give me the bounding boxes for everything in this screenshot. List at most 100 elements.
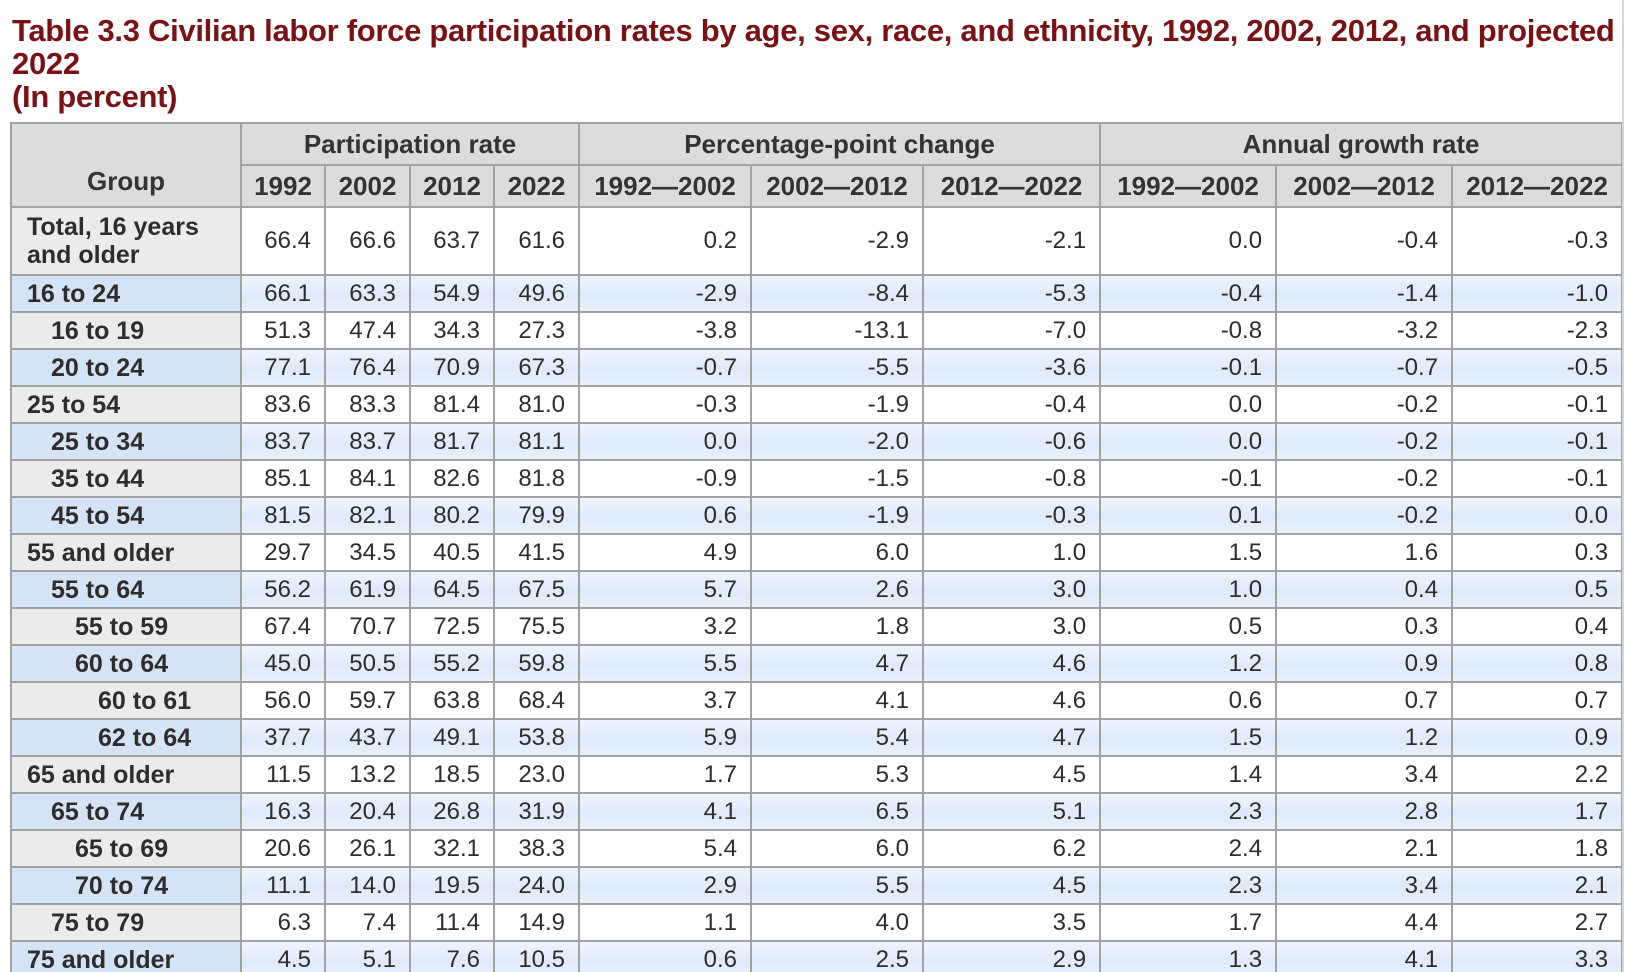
table-row: 16 to 24 66.1 63.3 54.9 49.6 -2.9 -8.4 -5.3 -0.4…: [10, 274, 1624, 313]
value-cell: 7.4: [324, 903, 411, 942]
group-cell: 16 to 24: [10, 274, 242, 313]
value-cell: 6.5: [750, 792, 925, 831]
value-cell: 3.7: [578, 681, 753, 720]
value-cell: 0.7: [1451, 681, 1624, 720]
value-cell: 81.8: [492, 459, 581, 498]
value-cell: 14.0: [324, 866, 411, 905]
value-cell: -2.1: [922, 206, 1102, 276]
value-cell: 82.6: [409, 459, 495, 498]
value-cell: 61.6: [492, 206, 581, 276]
value-cell: 66.4: [240, 206, 326, 276]
group-cell: 70 to 74: [10, 866, 242, 905]
value-cell: 1.0: [1099, 570, 1278, 609]
value-cell: 1.4: [1099, 755, 1278, 794]
value-cell: 1.8: [1451, 829, 1624, 868]
group-cell: 62 to 64: [10, 718, 242, 757]
table-row: 70 to 74 11.1 14.0 19.5 24.0 2.9 5.5 4.5 2.3 3.4 2…: [10, 866, 1624, 905]
group-cell: 25 to 54: [10, 385, 242, 424]
value-cell: 6.0: [750, 829, 925, 868]
value-cell: -1.9: [750, 496, 925, 535]
table-row: 45 to 54 81.5 82.1 80.2 79.9 0.6 -1.9 -0.3 0.1 -0…: [10, 496, 1624, 535]
value-cell: 61.9: [324, 570, 411, 609]
value-cell: 0.7: [1275, 681, 1454, 720]
table-row: 55 and older 29.7 34.5 40.5 41.5 4.9 6.0 1.0 1.5…: [10, 533, 1624, 572]
value-cell: 43.7: [324, 718, 411, 757]
value-cell: 0.4: [1451, 607, 1624, 646]
value-cell: 5.4: [750, 718, 925, 757]
value-cell: 5.5: [578, 644, 753, 683]
table-row: 25 to 34 83.7 83.7 81.7 81.1 0.0 -2.0 -0.6 0.0 -0…: [10, 422, 1624, 461]
group-cell: 60 to 64: [10, 644, 242, 683]
group-cell: 75 and older: [10, 940, 242, 972]
value-cell: 81.5: [240, 496, 326, 535]
value-cell: -0.1: [1451, 459, 1624, 498]
value-cell: 3.0: [922, 607, 1102, 646]
group-cell: 35 to 44: [10, 459, 242, 498]
value-cell: 5.1: [324, 940, 411, 972]
sub-header-cell: 2002: [324, 164, 411, 208]
value-cell: -0.3: [578, 385, 753, 424]
value-cell: 3.4: [1275, 866, 1454, 905]
value-cell: 0.6: [1099, 681, 1278, 720]
table-row: 55 to 59 67.4 70.7 72.5 75.5 3.2 1.8 3.0 0.5 0.3 0…: [10, 607, 1624, 646]
value-cell: 85.1: [240, 459, 326, 498]
group-cell: 20 to 24: [10, 348, 242, 387]
value-cell: 0.6: [578, 496, 753, 535]
value-cell: 4.6: [922, 681, 1102, 720]
group-cell: 16 to 19: [10, 311, 242, 350]
value-cell: 64.5: [409, 570, 495, 609]
value-cell: 34.5: [324, 533, 411, 572]
value-cell: 63.8: [409, 681, 495, 720]
sub-header-cell: 2002—2012: [1275, 164, 1454, 208]
value-cell: -0.2: [1275, 496, 1454, 535]
value-cell: 11.5: [240, 755, 326, 794]
value-cell: 1.5: [1099, 718, 1278, 757]
value-cell: 1.7: [1099, 903, 1278, 942]
value-cell: 41.5: [492, 533, 581, 572]
value-cell: 4.4: [1275, 903, 1454, 942]
value-cell: 0.8: [1451, 644, 1624, 683]
value-cell: -3.2: [1275, 311, 1454, 350]
group-cell: 75 to 79: [10, 903, 242, 942]
page-edge-divider: [1622, 0, 1624, 972]
group-cell: Total, 16 years and older: [10, 206, 242, 276]
value-cell: 81.4: [409, 385, 495, 424]
value-cell: 2.3: [1099, 866, 1278, 905]
value-cell: 4.9: [578, 533, 753, 572]
value-cell: -0.2: [1275, 385, 1454, 424]
value-cell: -1.4: [1275, 274, 1454, 313]
value-cell: -0.8: [922, 459, 1102, 498]
labor-force-table: Group Participation rate Percentage-poin…: [10, 122, 1624, 972]
value-cell: 5.7: [578, 570, 753, 609]
value-cell: 4.7: [922, 718, 1102, 757]
value-cell: -0.9: [578, 459, 753, 498]
value-cell: -0.2: [1275, 459, 1454, 498]
value-cell: -8.4: [750, 274, 925, 313]
value-cell: 3.4: [1275, 755, 1454, 794]
value-cell: 26.1: [324, 829, 411, 868]
value-cell: 59.8: [492, 644, 581, 683]
value-cell: 2.8: [1275, 792, 1454, 831]
value-cell: -2.9: [750, 206, 925, 276]
value-cell: 5.5: [750, 866, 925, 905]
value-cell: -1.9: [750, 385, 925, 424]
value-cell: 4.5: [922, 755, 1102, 794]
value-cell: -5.3: [922, 274, 1102, 313]
value-cell: 24.0: [492, 866, 581, 905]
value-cell: 81.7: [409, 422, 495, 461]
table-title-line2: (In percent): [12, 79, 178, 114]
value-cell: 13.2: [324, 755, 411, 794]
value-cell: 23.0: [492, 755, 581, 794]
value-cell: 14.9: [492, 903, 581, 942]
value-cell: 10.5: [492, 940, 581, 972]
value-cell: -1.5: [750, 459, 925, 498]
table-row: 25 to 54 83.6 83.3 81.4 81.0 -0.3 -1.9 -0.4 0.0-…: [10, 385, 1624, 424]
sub-header-cell: 2012: [409, 164, 495, 208]
value-cell: 0.0: [1099, 422, 1278, 461]
value-cell: -0.5: [1451, 348, 1624, 387]
value-cell: 3.2: [578, 607, 753, 646]
value-cell: 2.4: [1099, 829, 1278, 868]
group-cell: 55 and older: [10, 533, 242, 572]
value-cell: -0.8: [1099, 311, 1278, 350]
table-row: 20 to 24 77.1 76.4 70.9 67.3 -0.7 -5.5 -3.6 -0.1…: [10, 348, 1624, 387]
